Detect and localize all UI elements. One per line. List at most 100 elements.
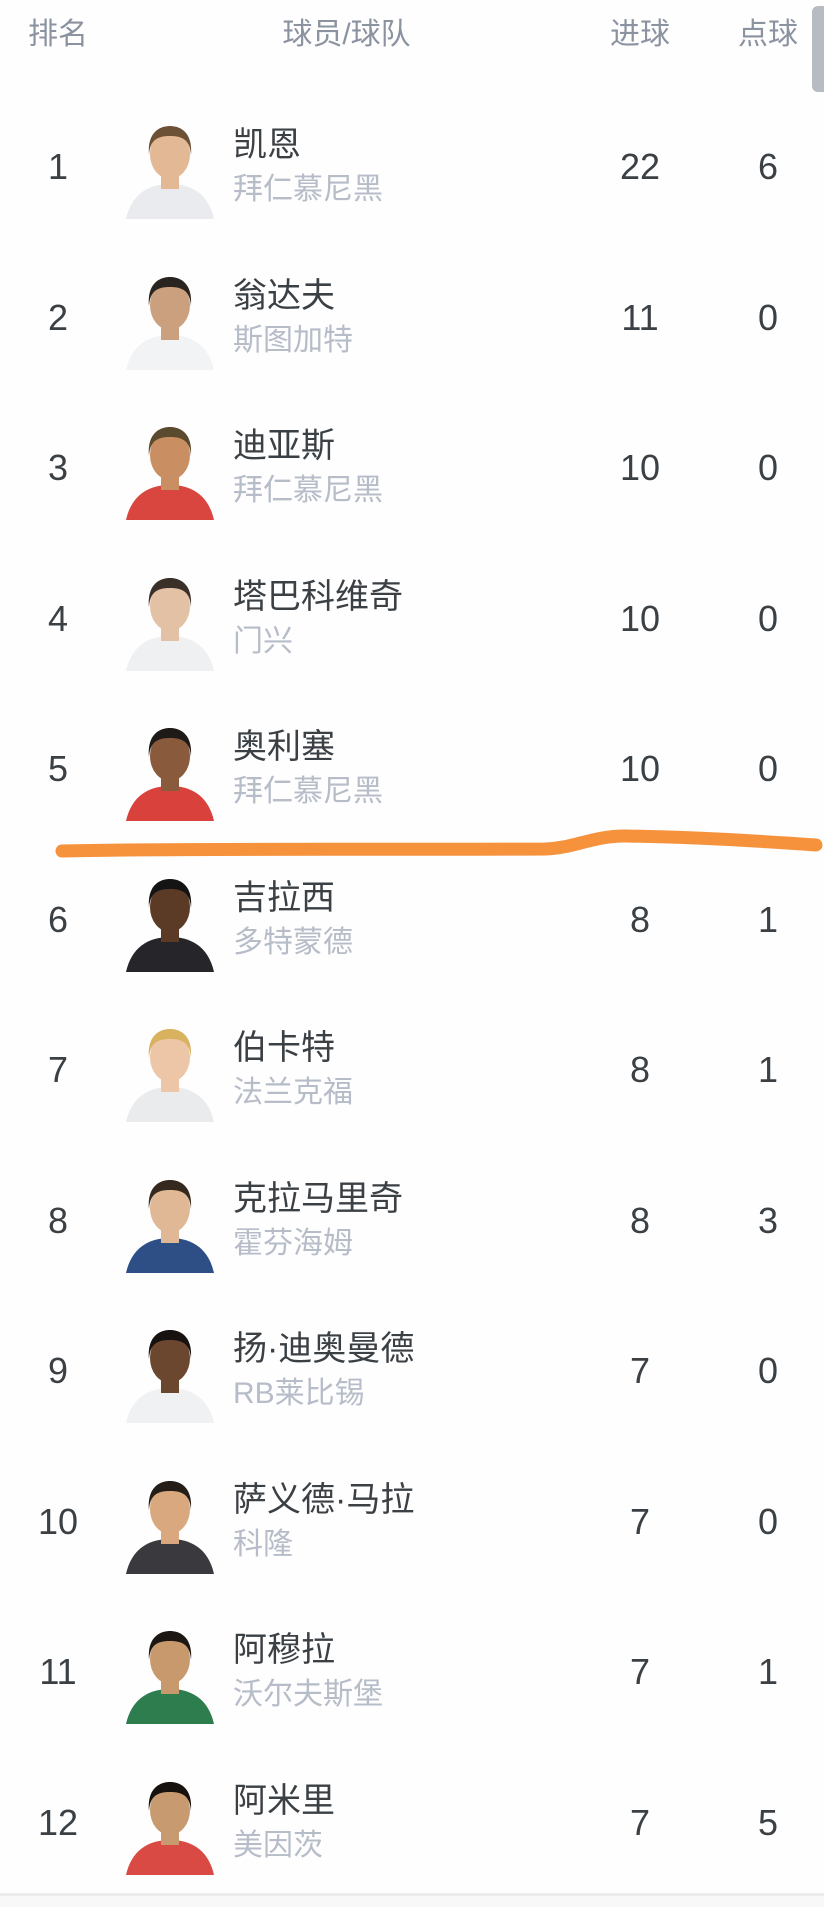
goals-cell: 8: [629, 898, 651, 940]
bottom-divider: [0, 1893, 824, 1896]
bottom-strip: [0, 1896, 824, 1907]
player-cell: 克拉马里奇 霍芬海姆: [233, 1146, 563, 1297]
goals-cell: 7: [629, 1801, 651, 1843]
player-cell: 阿米里 美因茨: [233, 1748, 563, 1899]
rank-cell: 6: [47, 898, 69, 940]
hair-shape: [148, 126, 192, 156]
player-name: 萨义德·马拉: [233, 1480, 415, 1519]
rank-cell: 5: [47, 748, 69, 790]
player-avatar: [126, 1480, 214, 1574]
player-cell: 凯恩 拜仁慕尼黑: [233, 92, 563, 243]
player-name: 扬·迪奥曼德: [233, 1330, 415, 1369]
table-row[interactable]: 8 克拉马里奇 霍芬海姆 8 3: [0, 1146, 824, 1297]
jersey-shape: [126, 485, 214, 521]
table-row[interactable]: 9 扬·迪奥曼德 RB莱比锡 7 0: [0, 1296, 824, 1447]
penalties-cell: 0: [757, 597, 779, 639]
jersey-shape: [126, 786, 214, 822]
player-cell: 奥利塞 拜仁慕尼黑: [233, 694, 563, 845]
face-shape: [150, 1182, 190, 1233]
header-goals: 进球: [610, 18, 670, 51]
player-team: RB莱比锡: [233, 1377, 365, 1411]
face-shape: [150, 1483, 190, 1534]
player-avatar: [126, 1330, 214, 1424]
hair-shape: [148, 1179, 192, 1209]
jersey-shape: [126, 184, 214, 220]
table-row[interactable]: 12 阿米里 美因茨 7 5: [0, 1748, 824, 1899]
table-row[interactable]: 3 迪亚斯 拜仁慕尼黑 10 0: [0, 393, 824, 544]
player-name: 伯卡特: [233, 1029, 335, 1068]
jersey-shape: [126, 1087, 214, 1123]
penalties-cell: 1: [757, 1049, 779, 1091]
penalties-cell: 0: [757, 296, 779, 338]
penalties-cell: 1: [757, 1651, 779, 1693]
penalties-cell: 6: [757, 146, 779, 188]
player-name: 奥利塞: [233, 728, 335, 767]
goals-cell: 7: [629, 1500, 651, 1542]
jersey-shape: [126, 334, 214, 370]
penalties-cell: 0: [757, 1500, 779, 1542]
player-team: 沃尔夫斯堡: [233, 1678, 383, 1712]
hair-shape: [148, 1480, 192, 1510]
table-body: 1 凯恩 拜仁慕尼黑 22 6 2: [0, 92, 824, 1898]
table-row[interactable]: 1 凯恩 拜仁慕尼黑 22 6: [0, 92, 824, 243]
jersey-shape: [126, 1689, 214, 1725]
player-team: 法兰克福: [233, 1076, 353, 1110]
rank-cell: 4: [47, 597, 69, 639]
penalties-cell: 5: [757, 1801, 779, 1843]
face-shape: [150, 279, 190, 330]
penalties-cell: 3: [757, 1199, 779, 1241]
penalties-cell: 0: [757, 1350, 779, 1392]
hair-shape: [148, 1330, 192, 1360]
table-row[interactable]: 2 翁达夫 斯图加特 11 0: [0, 243, 824, 394]
table-row[interactable]: 11 阿穆拉 沃尔夫斯堡 7 1: [0, 1597, 824, 1748]
player-name: 阿穆拉: [233, 1631, 335, 1670]
hair-shape: [148, 276, 192, 306]
table-row[interactable]: 4 塔巴科维奇 门兴 10 0: [0, 544, 824, 695]
face-shape: [150, 1784, 190, 1835]
table-row[interactable]: 7 伯卡特 法兰克福 8 1: [0, 995, 824, 1146]
player-name: 阿米里: [233, 1781, 335, 1820]
player-cell: 阿穆拉 沃尔夫斯堡: [233, 1597, 563, 1748]
player-team: 拜仁慕尼黑: [233, 474, 383, 508]
player-cell: 吉拉西 多特蒙德: [233, 845, 563, 996]
player-cell: 翁达夫 斯图加特: [233, 243, 563, 394]
jersey-shape: [126, 1538, 214, 1574]
hair-shape: [148, 878, 192, 908]
jersey-shape: [126, 936, 214, 972]
face-shape: [150, 580, 190, 631]
player-cell: 塔巴科维奇 门兴: [233, 544, 563, 695]
jersey-shape: [126, 635, 214, 671]
hair-shape: [148, 1781, 192, 1811]
player-name: 吉拉西: [233, 878, 335, 917]
player-cell: 扬·迪奥曼德 RB莱比锡: [233, 1296, 563, 1447]
player-name: 迪亚斯: [233, 427, 335, 466]
jersey-shape: [126, 1237, 214, 1273]
player-team: 美因茨: [233, 1828, 323, 1862]
table-row[interactable]: 10 萨义德·马拉 科隆 7 0: [0, 1447, 824, 1598]
player-avatar: [126, 1631, 214, 1725]
player-name: 克拉马里奇: [233, 1179, 403, 1218]
player-name: 凯恩: [233, 126, 301, 165]
table-row[interactable]: 6 吉拉西 多特蒙德 8 1: [0, 845, 824, 996]
header-player: 球员/球队: [282, 18, 411, 51]
rank-cell: 8: [47, 1199, 69, 1241]
rank-cell: 7: [47, 1049, 69, 1091]
scrollbar-thumb[interactable]: [812, 6, 824, 92]
player-avatar: [126, 728, 214, 822]
goals-cell: 10: [619, 748, 661, 790]
player-avatar: [126, 427, 214, 521]
player-team: 斯图加特: [233, 323, 353, 357]
goals-cell: 8: [629, 1049, 651, 1091]
player-avatar: [126, 878, 214, 972]
penalties-cell: 0: [757, 748, 779, 790]
rank-cell: 12: [37, 1801, 79, 1843]
player-name: 塔巴科维奇: [233, 577, 403, 616]
player-avatar: [126, 126, 214, 220]
penalties-cell: 0: [757, 447, 779, 489]
player-cell: 伯卡特 法兰克福: [233, 995, 563, 1146]
player-cell: 迪亚斯 拜仁慕尼黑: [233, 393, 563, 544]
table-row[interactable]: 5 奥利塞 拜仁慕尼黑 10 0: [0, 694, 824, 845]
jersey-shape: [126, 1839, 214, 1875]
goals-cell: 10: [619, 447, 661, 489]
hair-shape: [148, 1631, 192, 1661]
